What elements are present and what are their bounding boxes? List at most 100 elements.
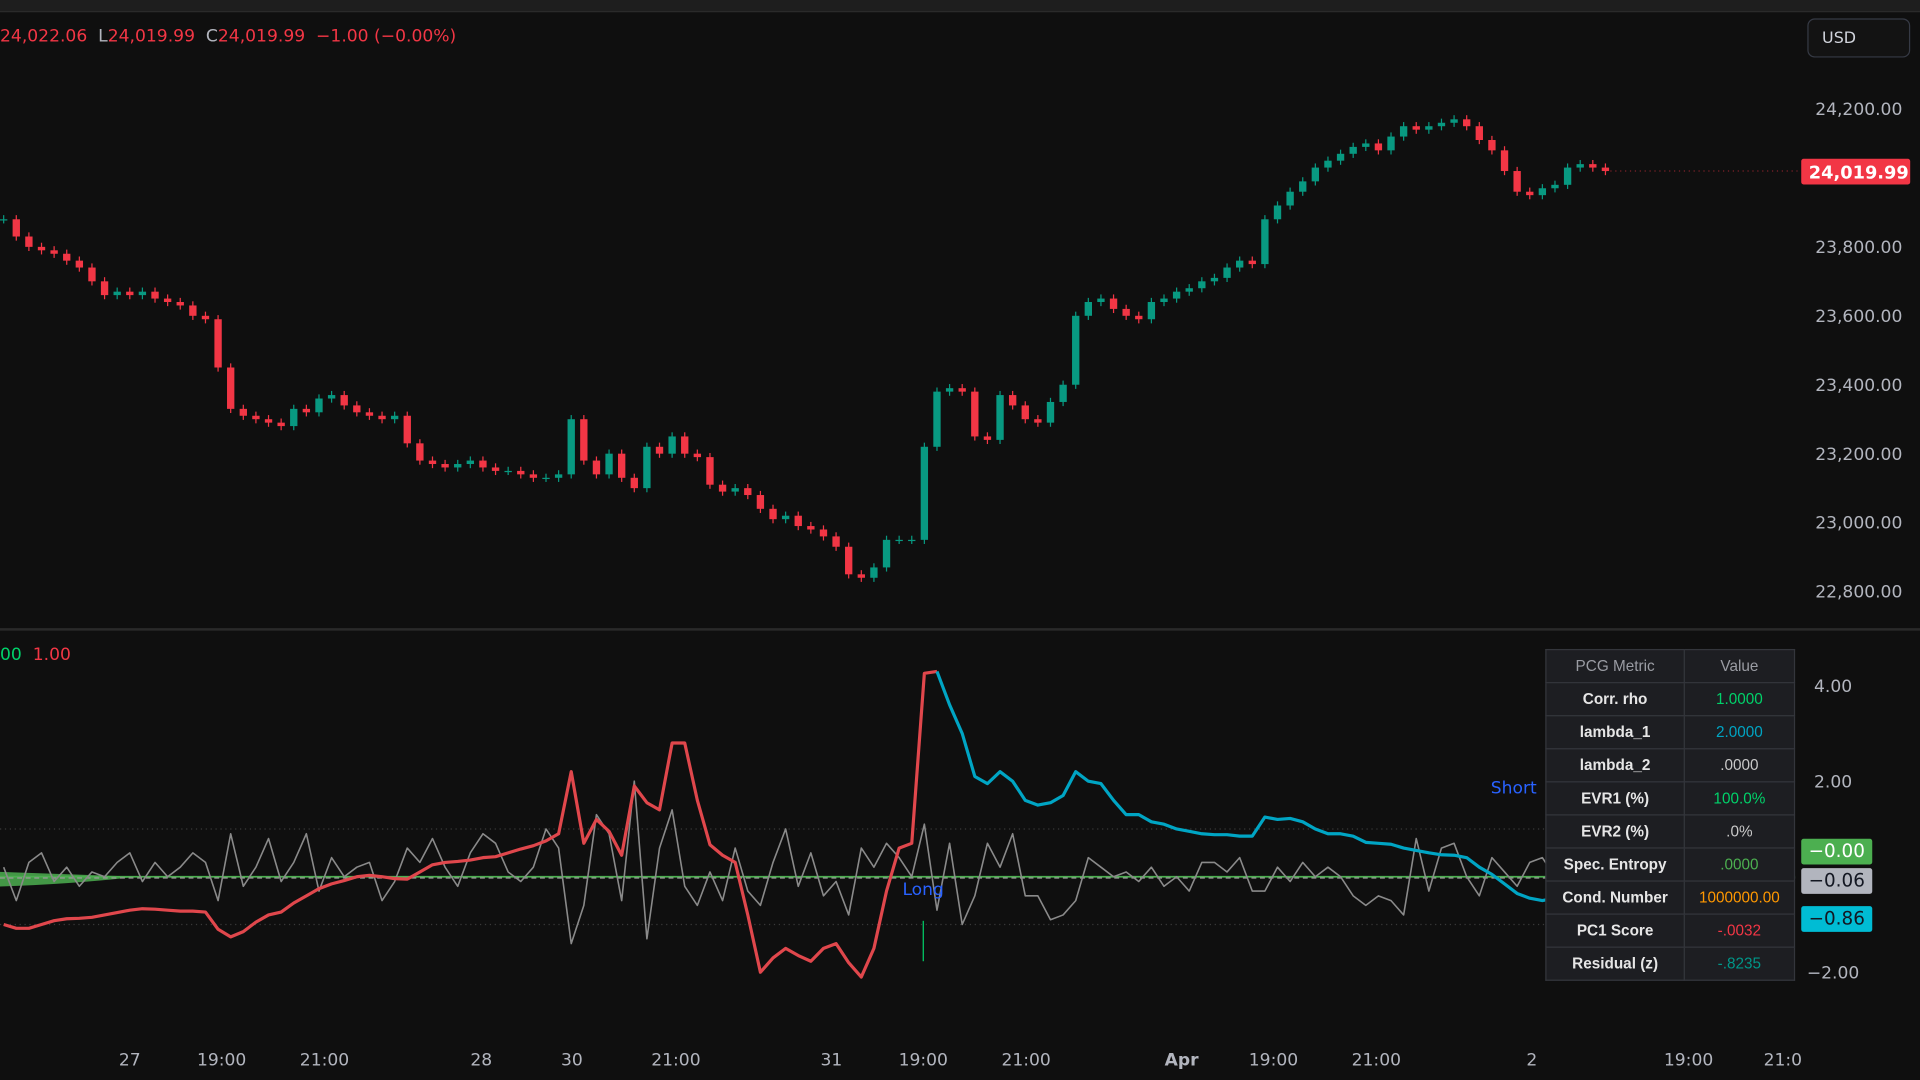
candle-up: [138, 291, 147, 296]
osc-value-badge: −0.00: [1801, 838, 1873, 865]
candle-down: [958, 388, 966, 392]
candle-down: [12, 219, 20, 237]
metric-value: 1000000.00: [1683, 880, 1796, 915]
time-tick-label: 19:00: [899, 1050, 948, 1070]
candle-up: [542, 477, 550, 480]
candle-up: [1425, 126, 1433, 130]
candle-up: [1299, 181, 1307, 192]
table-row: lambda_2.0000: [1545, 748, 1796, 783]
candle-down: [769, 508, 777, 520]
candle-up: [113, 291, 121, 296]
zero-fill-area: [0, 871, 282, 887]
candle-down: [50, 250, 58, 254]
candle-up: [290, 408, 298, 427]
candle-up: [1223, 267, 1231, 278]
candle-down: [264, 419, 273, 423]
metric-value: -.0032: [1683, 913, 1796, 948]
table-row: PC1 Score -.0032: [1545, 913, 1796, 948]
candle-down: [252, 415, 260, 420]
header-metric: PCG Metric: [1545, 648, 1685, 684]
candle-up: [1084, 302, 1093, 316]
candle-down: [1475, 126, 1483, 141]
price-tick-label: 23,800.00: [1815, 238, 1902, 258]
time-tick-label: 21:00: [300, 1050, 349, 1070]
candle-down: [1589, 164, 1597, 168]
candle-up: [466, 460, 475, 465]
candle-down: [744, 488, 752, 496]
candle-down: [1526, 191, 1534, 196]
candle-down: [832, 536, 840, 547]
candle-down: [1374, 143, 1383, 151]
price-tick-label: 23,600.00: [1815, 307, 1902, 327]
low-value: 24,019.99: [107, 26, 196, 47]
candle-up: [1311, 167, 1320, 182]
ohlc-legend: 24,022.06 L24,019.99 C24,019.99 −1.00 (−…: [0, 27, 456, 47]
candle-up: [895, 539, 903, 542]
candle-up: [1336, 153, 1345, 161]
candle-down: [378, 415, 386, 420]
candle-down: [1601, 167, 1610, 172]
candle-down: [353, 405, 361, 413]
candle-down: [845, 546, 853, 575]
candle-up: [643, 446, 651, 489]
candle-up: [1072, 315, 1080, 385]
close-value: 24,019.99: [217, 26, 306, 47]
osc-tick-label: −2.00: [1807, 963, 1859, 983]
candle-down: [151, 291, 159, 299]
metric-name: Corr. rho: [1545, 682, 1685, 717]
metric-value: -.8235: [1683, 946, 1796, 981]
gray-oscillator-line: [2, 780, 1606, 945]
candle-up: [1576, 164, 1584, 168]
candle-up: [1097, 298, 1105, 303]
metric-name: Residual (z): [1545, 946, 1685, 981]
candle-down: [517, 470, 525, 475]
metric-name: Cond. Number: [1545, 880, 1685, 915]
candle-down: [302, 408, 311, 413]
osc-value-badge: −0.06: [1801, 868, 1873, 894]
candle-up: [1450, 119, 1458, 123]
candle-down: [1034, 419, 1042, 423]
currency-button[interactable]: USD: [1807, 18, 1911, 58]
candle-up: [1172, 291, 1181, 299]
time-tick-label: 2: [1526, 1050, 1537, 1070]
candle-up: [1160, 298, 1168, 303]
table-row: Residual (z) -.8235: [1545, 946, 1796, 981]
candle-down: [971, 391, 979, 437]
candle-down: [1008, 395, 1017, 406]
close-label: C: [205, 26, 218, 47]
candle-down: [37, 246, 46, 251]
candle-up: [1538, 188, 1547, 196]
candle-down: [857, 574, 865, 578]
candle-down: [819, 529, 828, 537]
candle-up: [1437, 122, 1446, 127]
header-value: Value: [1683, 648, 1796, 684]
last-price-label: 24,019.99: [1809, 163, 1909, 183]
candle-up: [870, 567, 878, 578]
time-tick-label: 21:00: [1352, 1050, 1401, 1070]
candle-down: [794, 515, 802, 527]
candle-up: [908, 539, 916, 542]
table-row: Corr. rho 1.0000: [1545, 682, 1796, 717]
candle-down: [1248, 260, 1256, 265]
candle-up: [605, 453, 613, 475]
candle-down: [428, 460, 437, 465]
oscillator-legend: 00 1.00: [0, 645, 71, 665]
time-tick-label: 21:00: [1001, 1050, 1050, 1070]
candle-up: [882, 539, 891, 568]
candle-up: [1046, 401, 1055, 423]
candle-up: [554, 474, 563, 478]
time-tick-label: 28: [470, 1050, 492, 1070]
candle-down: [100, 281, 109, 296]
candle-down: [1021, 405, 1029, 420]
candle-down: [491, 467, 500, 471]
candle-down: [1109, 298, 1118, 309]
candle-down: [1488, 140, 1496, 151]
candle-up: [1551, 184, 1559, 189]
time-tick-label: Apr: [1165, 1050, 1200, 1070]
red-oscillator-line: [3, 669, 938, 979]
metric-name: lambda_2: [1545, 748, 1685, 783]
candle-down: [126, 291, 134, 296]
time-tick-label: 19:00: [1664, 1050, 1713, 1070]
